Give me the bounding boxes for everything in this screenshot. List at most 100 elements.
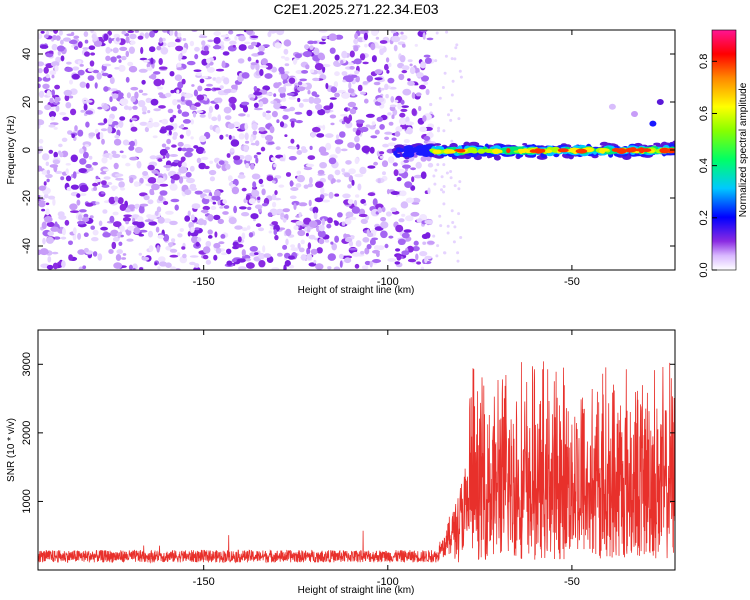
noise-blob [258, 45, 265, 52]
noise-blob [210, 206, 217, 210]
noise-blob [83, 151, 89, 159]
noise-blob [246, 113, 250, 118]
noise-blob [125, 162, 131, 167]
noise-blob [214, 103, 220, 110]
noise-blob [154, 262, 158, 266]
noise-blob [290, 247, 299, 251]
noise-blob [354, 173, 364, 178]
noise-blob [46, 236, 54, 244]
noise-blob [38, 68, 43, 74]
noise-blob [240, 101, 250, 106]
noise-blob [387, 77, 395, 84]
colorbar-tick-label: 0.4 [698, 158, 710, 173]
noise-blob [170, 266, 177, 270]
noise-blob [344, 218, 352, 225]
noise-blob [369, 238, 376, 246]
noise-blob [458, 69, 462, 73]
noise-blob [45, 202, 50, 206]
noise-blob [342, 193, 351, 199]
noise-blob [312, 206, 319, 214]
noise-blob [345, 160, 352, 165]
noise-blob [297, 97, 301, 103]
noise-blob [233, 205, 238, 214]
noise-blob [54, 65, 59, 72]
noise-blob [238, 133, 245, 140]
noise-blob [352, 127, 357, 132]
noise-blob [220, 252, 228, 256]
noise-blob [361, 265, 369, 270]
signal-blob [653, 142, 661, 146]
noise-blob [233, 155, 241, 161]
noise-blob [87, 168, 91, 172]
noise-blob [156, 245, 160, 253]
noise-blob [238, 266, 247, 270]
noise-blob [288, 146, 298, 150]
noise-blob [265, 62, 273, 70]
noise-blob [402, 164, 411, 169]
noise-blob [223, 205, 230, 209]
noise-blob [62, 227, 66, 236]
noise-blob [72, 227, 77, 235]
noise-blob [158, 66, 168, 70]
noise-blob [70, 108, 77, 116]
noise-blob [58, 30, 64, 36]
noise-blob [195, 72, 203, 76]
noise-blob [367, 192, 376, 197]
noise-blob [310, 248, 318, 255]
noise-blob [217, 114, 222, 122]
noise-blob [51, 74, 55, 79]
noise-blob [241, 232, 246, 240]
noise-blob [176, 89, 180, 94]
noise-blob [413, 174, 423, 179]
noise-blob [293, 225, 299, 231]
noise-blob [251, 173, 261, 180]
noise-blob [437, 126, 441, 130]
noise-blob [381, 206, 386, 213]
noise-blob [139, 267, 144, 270]
noise-blob [423, 135, 431, 141]
noise-blob [121, 55, 127, 61]
noise-blob [329, 114, 337, 119]
noise-blob [305, 163, 315, 168]
noise-blob [177, 161, 182, 166]
noise-blob [244, 132, 249, 141]
noise-blob [365, 113, 375, 118]
noise-blob [92, 229, 99, 236]
noise-blob [300, 146, 307, 151]
noise-blob [153, 78, 162, 87]
noise-blob [172, 115, 177, 119]
noise-blob [407, 258, 417, 263]
noise-blob [57, 211, 65, 218]
noise-blob [355, 77, 360, 83]
noise-blob [229, 40, 237, 45]
noise-blob [258, 252, 265, 260]
colorbar: 0.0 0.2 0.4 0.6 0.8 Normalized spectral ampl… [698, 29, 749, 278]
noise-blob [101, 72, 109, 77]
noise-blob [79, 158, 87, 165]
noise-blob [220, 234, 226, 239]
noise-blob [74, 125, 78, 132]
noise-blob [258, 227, 265, 232]
noise-blob [194, 46, 200, 52]
snr-x-ticks: -150 -100 -50 [193, 330, 580, 588]
noise-blob [252, 130, 258, 135]
noise-blob [94, 128, 99, 134]
noise-blob [334, 71, 340, 77]
x-tick-label: -50 [564, 576, 580, 588]
noise-blob [250, 136, 254, 144]
noise-blob [66, 33, 74, 37]
noise-blob [397, 102, 402, 110]
noise-blob [442, 190, 445, 194]
noise-blob [258, 178, 264, 185]
y-tick-label: 20 [21, 96, 33, 108]
noise-blob [92, 182, 99, 187]
noise-blob [284, 260, 291, 267]
noise-blob [432, 174, 436, 178]
noise-blob [158, 261, 168, 267]
noise-blob [150, 191, 155, 196]
noise-blob [449, 108, 453, 112]
noise-blob [95, 175, 99, 180]
signal-blob [611, 148, 622, 152]
noise-blob [177, 147, 183, 152]
noise-blob [327, 253, 336, 261]
